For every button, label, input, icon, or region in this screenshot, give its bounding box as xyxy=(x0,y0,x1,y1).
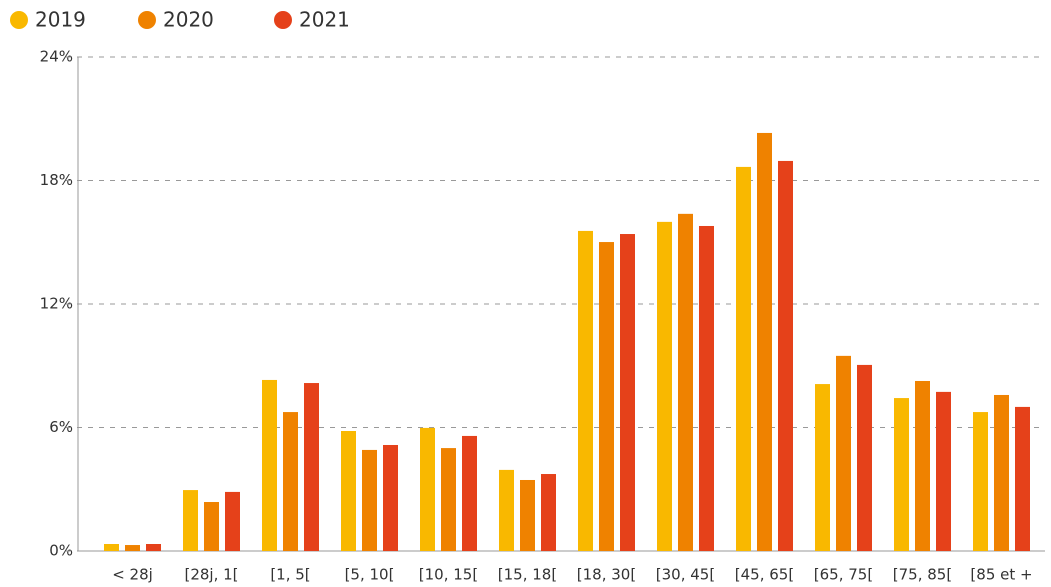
bar xyxy=(657,221,672,551)
y-tick-label: 6% xyxy=(49,418,73,436)
bar xyxy=(283,412,298,551)
x-tick-label: [30, 45[ xyxy=(656,566,715,584)
x-tick-label: [10, 15[ xyxy=(419,566,478,584)
legend-label: 2019 xyxy=(35,8,86,32)
bar xyxy=(836,355,851,551)
bar xyxy=(362,449,377,551)
bar xyxy=(104,544,119,551)
legend-marker xyxy=(274,11,292,29)
bar xyxy=(599,242,614,551)
bar xyxy=(620,234,635,551)
x-tick-label: [28j, 1[ xyxy=(184,566,238,584)
x-tick-label: [18, 30[ xyxy=(577,566,636,584)
bar xyxy=(936,391,951,551)
bar xyxy=(146,544,161,551)
bar xyxy=(757,132,772,551)
x-tick-label: [5, 10[ xyxy=(345,566,395,584)
bar xyxy=(204,502,219,551)
bar xyxy=(1015,406,1030,551)
bar xyxy=(383,444,398,551)
bar xyxy=(341,430,356,551)
x-tick-label: [85 et + xyxy=(970,566,1032,584)
x-tick-label: [15, 18[ xyxy=(498,566,557,584)
bar xyxy=(857,364,872,551)
y-tick-label: 0% xyxy=(49,542,73,560)
bar xyxy=(125,545,140,551)
bar xyxy=(262,379,277,551)
bar xyxy=(815,384,830,551)
x-tick-label: [45, 65[ xyxy=(735,566,794,584)
x-tick-label: [75, 85[ xyxy=(893,566,952,584)
legend-marker xyxy=(138,11,156,29)
bar xyxy=(778,160,793,551)
legend-label: 2020 xyxy=(163,8,214,32)
bar xyxy=(994,394,1009,551)
legend-label: 2021 xyxy=(299,8,350,32)
x-tick-label: < 28j xyxy=(112,566,153,584)
y-tick-label: 12% xyxy=(40,295,73,313)
bar xyxy=(499,469,514,551)
bar xyxy=(520,479,535,551)
bar xyxy=(699,225,714,551)
x-tick-label: [1, 5[ xyxy=(270,566,310,584)
bar xyxy=(894,398,909,551)
bar xyxy=(420,427,435,551)
legend-marker xyxy=(10,11,28,29)
y-tick-label: 18% xyxy=(40,171,73,189)
bar xyxy=(973,412,988,551)
bar xyxy=(225,491,240,551)
bar xyxy=(304,383,319,551)
bar xyxy=(183,490,198,551)
bar xyxy=(462,435,477,551)
bar xyxy=(578,230,593,551)
bar xyxy=(441,448,456,551)
y-tick-label: 24% xyxy=(40,48,73,66)
bar xyxy=(915,380,930,551)
x-tick-label: [65, 75[ xyxy=(814,566,873,584)
bar xyxy=(541,474,556,551)
bar xyxy=(736,166,751,552)
bar xyxy=(678,213,693,551)
